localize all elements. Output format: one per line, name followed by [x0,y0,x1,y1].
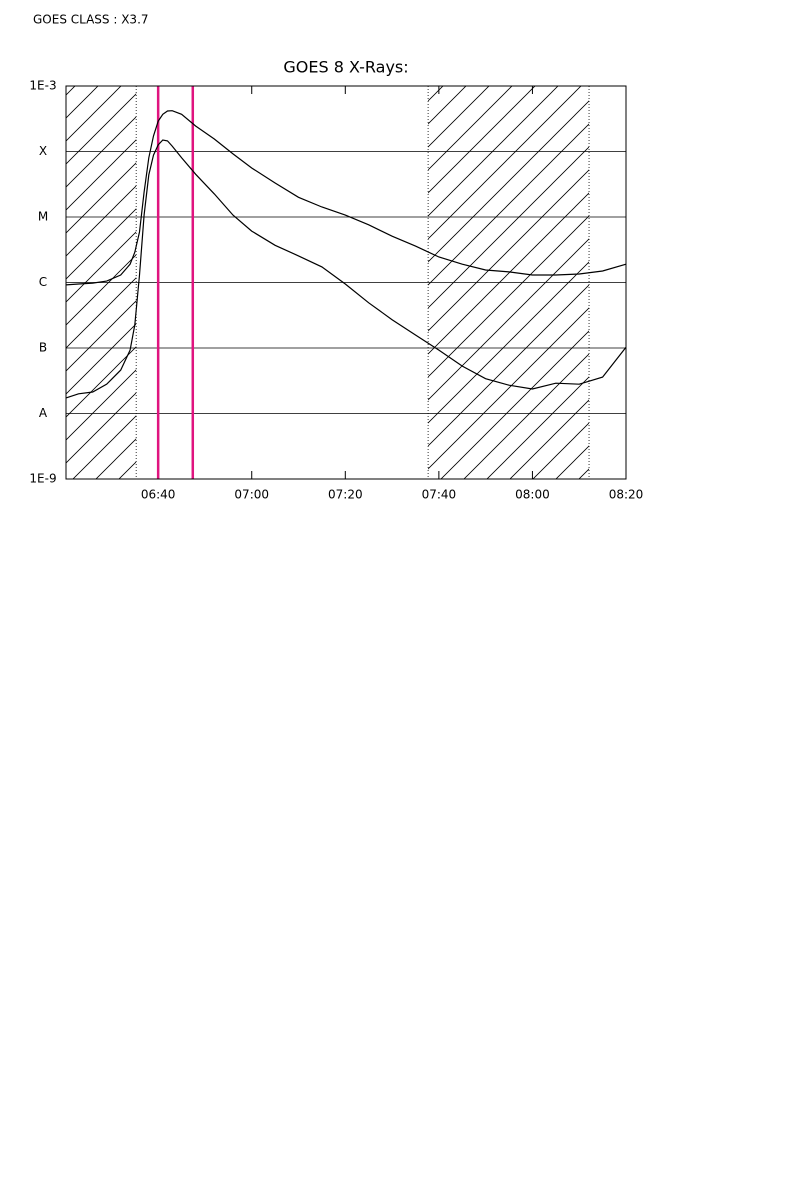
y-tick-label: B [39,341,47,355]
y-tick-label: A [39,406,48,420]
chart-title: GOES 8 X-Rays: [283,58,408,77]
x-tick-label: 07:00 [234,488,269,502]
plot-frame [65,85,627,480]
x-tick-label: 08:20 [609,488,644,502]
x-tick-label: 07:20 [328,488,363,502]
x-tick-label: 08:00 [515,488,550,502]
y-tick-label: 1E-9 [29,472,56,486]
y-tick-label: 1E-3 [29,79,56,93]
y-tick-label: X [39,144,47,158]
y-tick-label: C [39,275,47,289]
x-tick-label: 07:40 [422,488,457,502]
x-tick-label: 06:40 [141,488,176,502]
flux-line [65,139,627,399]
flux-line [65,110,627,286]
y-tick-label: M [38,210,48,224]
goes-class: GOES CLASS : X3.7 [33,13,149,27]
